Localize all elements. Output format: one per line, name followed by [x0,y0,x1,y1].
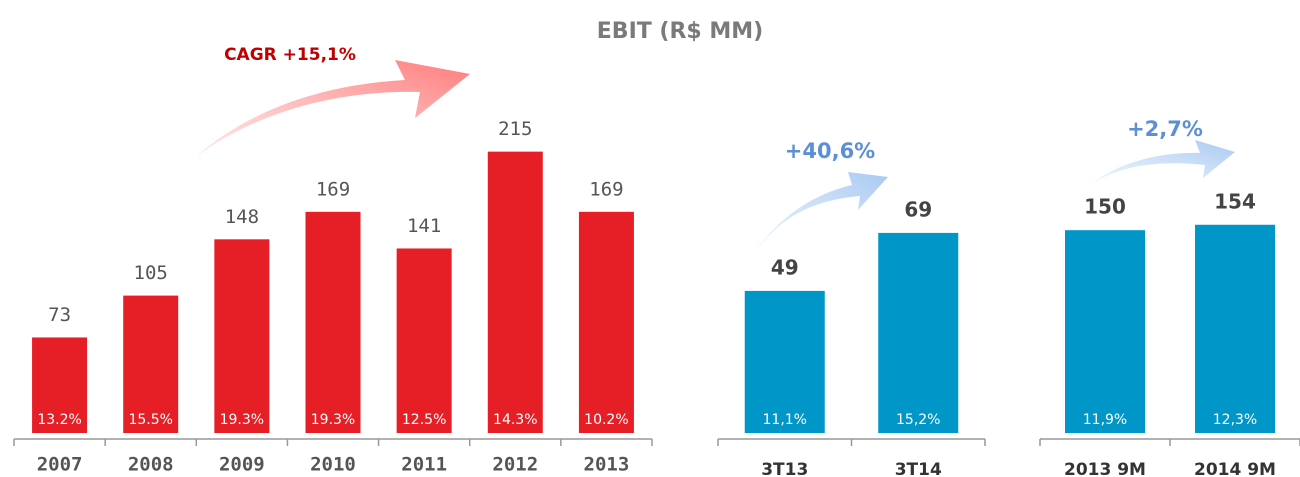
value-label: 73 [48,304,71,326]
value-label: 169 [589,178,623,200]
margin-label: 11,9% [1083,412,1127,428]
bar [214,239,270,433]
margin-label: 12,3% [1213,412,1257,428]
margin-label: 10.2% [584,412,628,428]
annotation: CAGR +15,1% [224,45,356,65]
margin-label: 14.3% [493,412,537,428]
x-tick-label: 2008 [128,454,174,476]
margin-label: 12.5% [402,412,446,428]
value-label: 105 [134,262,168,284]
x-tick-label: 2014 9M [1194,460,1276,477]
value-label: 215 [498,118,532,140]
annotation: +2,7% [1127,117,1203,141]
bar [487,151,543,433]
x-tick-label: 2009 [219,454,265,476]
x-tick-label: 2012 [492,454,538,476]
x-tick-label: 2013 9M [1064,460,1146,477]
margin-label: 19.3% [311,412,355,428]
bar [32,337,88,433]
bar [396,248,452,433]
value-label: 49 [771,255,799,279]
bar [123,295,179,433]
value-label: 148 [225,206,259,228]
growth-arrow [752,172,888,257]
bar [578,211,634,433]
x-tick-label: 2007 [37,454,83,476]
bar [1065,230,1145,433]
margin-label: 19.3% [220,412,264,428]
x-tick-label: 3T13 [761,460,808,477]
margin-label: 15,2% [896,412,940,428]
margin-label: 11,1% [763,412,807,428]
bar [305,211,361,433]
annotation: +40,6% [785,139,875,163]
value-label: 141 [407,215,441,237]
x-tick-label: 2013 [584,454,630,476]
x-tick-label: 2011 [401,454,447,476]
bar [744,290,825,433]
x-tick-label: 2010 [310,454,356,476]
margin-label: 15.5% [128,412,172,428]
value-label: 69 [904,197,932,221]
x-tick-label: 3T14 [895,460,942,477]
value-label: 154 [1214,189,1256,213]
growth-arrow [1090,140,1235,185]
chart-title: EBIT (R$ MM) [597,19,763,44]
growth-arrow [195,60,470,157]
bar [878,232,959,433]
value-label: 150 [1084,195,1126,219]
value-label: 169 [316,178,350,200]
bar [1195,224,1275,433]
margin-label: 13.2% [37,412,81,428]
